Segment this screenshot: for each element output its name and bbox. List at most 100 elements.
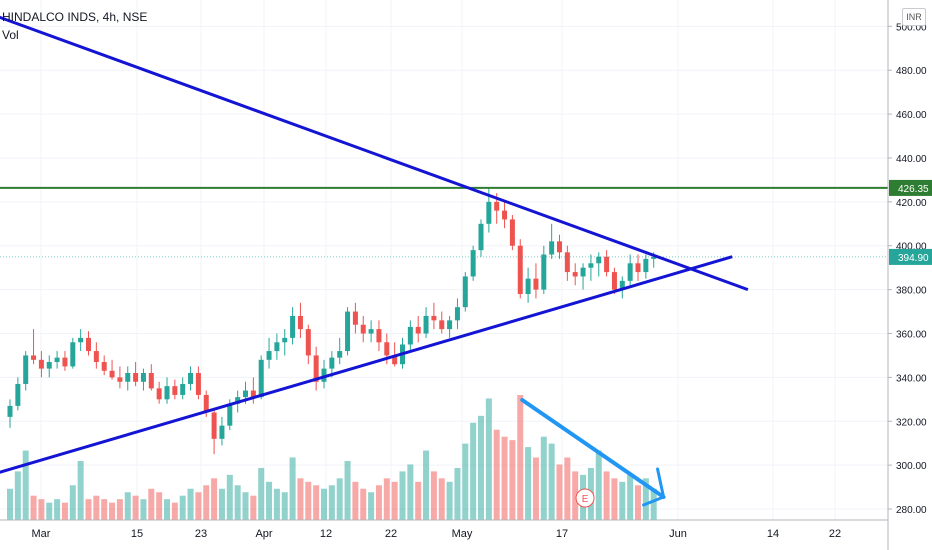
candle-body xyxy=(423,315,429,334)
volume-bar xyxy=(101,499,108,520)
volume-bar xyxy=(313,485,320,520)
candle-body xyxy=(109,370,115,378)
candle-body xyxy=(70,342,76,367)
price-tick-label: 340.00 xyxy=(896,373,927,384)
volume-bar xyxy=(572,471,579,520)
candle-body xyxy=(140,372,146,382)
volume-bar xyxy=(619,481,626,520)
candle-body xyxy=(392,355,398,365)
price-tick-label: 460.00 xyxy=(896,110,927,121)
volume-bar xyxy=(116,499,123,520)
volume-label[interactable]: Vol xyxy=(2,28,19,42)
volume-bar xyxy=(564,457,571,520)
candle-body xyxy=(38,359,44,369)
candle-body xyxy=(180,383,186,395)
volume-bar xyxy=(603,471,610,520)
time-tick-label: Apr xyxy=(255,528,272,540)
candle-body xyxy=(368,329,374,334)
volume-bar xyxy=(195,492,202,520)
volume-bar xyxy=(203,485,210,520)
volume-bar xyxy=(540,436,547,520)
volume-bar xyxy=(289,457,296,520)
price-tick-label: 400.00 xyxy=(896,242,927,253)
volume-bar xyxy=(399,471,406,520)
candle-body xyxy=(439,320,445,330)
candle-body xyxy=(651,256,657,259)
price-tick-label: 380.00 xyxy=(896,286,927,297)
candle-body xyxy=(447,320,453,330)
volume-bar xyxy=(485,398,492,520)
volume-bar xyxy=(148,488,155,520)
volume-bar xyxy=(470,422,477,520)
volume-arrow-head xyxy=(642,467,666,507)
volume-bar xyxy=(226,474,233,520)
candle-body xyxy=(243,390,248,398)
volume-bar xyxy=(501,436,508,520)
candle-body xyxy=(219,425,225,439)
candle-body xyxy=(148,372,154,389)
volume-arrow-shaft xyxy=(520,398,666,499)
volume-bar xyxy=(46,502,53,520)
volume-bar xyxy=(383,478,390,520)
candle-body xyxy=(549,241,555,255)
candle-body xyxy=(282,337,288,343)
volume-bar xyxy=(532,457,539,520)
volume-bar xyxy=(446,481,453,520)
volume-bar xyxy=(109,502,116,520)
candle-body xyxy=(533,278,539,290)
candle-body xyxy=(274,342,280,352)
volume-bar xyxy=(297,478,304,520)
volume-bar xyxy=(454,467,461,520)
volume-bar xyxy=(179,495,186,520)
candle-body xyxy=(352,311,358,325)
volume-bar xyxy=(462,443,469,520)
candle-body xyxy=(164,386,170,400)
volume-bar xyxy=(61,502,68,520)
volume-bar xyxy=(273,488,280,520)
price-tick-label: 420.00 xyxy=(896,198,927,209)
volume-bar xyxy=(321,488,327,520)
candles xyxy=(7,188,657,455)
volume-bar xyxy=(171,502,178,520)
candle-body xyxy=(462,276,468,308)
candle-body xyxy=(321,368,327,382)
price-tick-label: 480.00 xyxy=(896,66,927,77)
candle-body xyxy=(635,263,641,273)
price-axis: 280.00 300.00 320.00 340.00 360.00 380.00 400.… xyxy=(887,0,932,550)
volume-bar xyxy=(266,481,273,520)
volume-bar xyxy=(69,485,76,520)
price-tick-label: 500.00 xyxy=(896,22,927,33)
candle-body xyxy=(31,355,37,360)
volume-bar xyxy=(242,492,249,520)
volume-bar xyxy=(556,464,563,520)
time-tick-label: 17 xyxy=(556,528,568,540)
volume-bar xyxy=(438,478,445,520)
price-label-text: 426.35 xyxy=(898,184,929,195)
volume-bar xyxy=(258,467,265,520)
candle-body xyxy=(604,256,610,273)
volume-bar xyxy=(156,492,163,520)
candle-body xyxy=(266,351,272,360)
volume-bar xyxy=(478,415,484,520)
volume-bar xyxy=(627,474,634,520)
volume-bar xyxy=(38,499,45,520)
candle-body xyxy=(478,223,484,251)
candle-body xyxy=(258,359,264,398)
time-tick-label: 23 xyxy=(195,528,207,540)
currency-badge[interactable]: INR xyxy=(902,8,926,26)
volume-bar xyxy=(164,499,170,520)
candle-body xyxy=(541,254,547,290)
volume-bar xyxy=(368,492,375,520)
volume-bar xyxy=(93,495,100,520)
time-tick-label: May xyxy=(452,528,473,540)
volume-bar xyxy=(85,499,92,520)
earnings-circle xyxy=(575,488,595,508)
time-tick-label: 12 xyxy=(320,528,332,540)
price-axis-background xyxy=(888,0,932,550)
candle-body xyxy=(297,315,303,330)
volume-bar xyxy=(525,447,532,520)
volume-bar xyxy=(30,495,37,520)
symbol-label[interactable]: HINDALCO INDS, 4h, NSE xyxy=(2,10,148,24)
